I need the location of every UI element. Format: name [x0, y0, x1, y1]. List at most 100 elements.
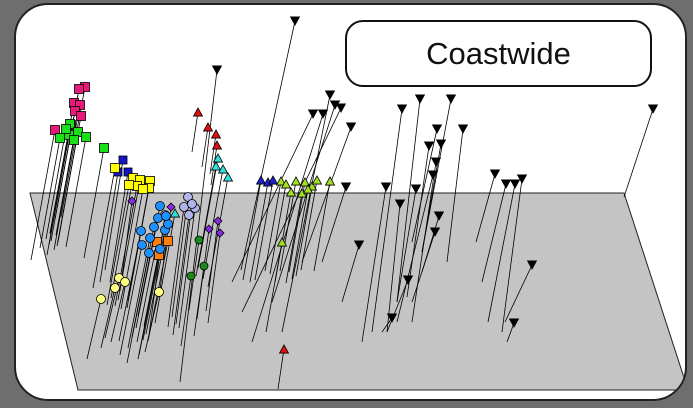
marker-stem [285, 192, 303, 284]
square-marker [81, 132, 91, 142]
marker-stem [143, 215, 167, 327]
marker-stem [48, 134, 70, 246]
marker-stem [119, 244, 143, 356]
marker-stem [313, 180, 331, 272]
marker-stem [241, 107, 342, 313]
marker-stem [411, 231, 436, 303]
title-box: Coastwide [345, 20, 652, 87]
marker-stem [175, 203, 193, 325]
circle-marker [136, 226, 146, 236]
marker-stem [30, 129, 56, 261]
marker-stem [39, 137, 61, 249]
projection-plane [29, 192, 685, 391]
marker-stem [321, 186, 347, 263]
marker-stem [191, 111, 199, 153]
marker-stem [396, 98, 421, 303]
down-triangle-marker [307, 109, 319, 119]
marker-stem [231, 113, 314, 283]
up-triangle-marker [212, 153, 224, 163]
marker-stem [53, 139, 75, 251]
marker-stem [481, 183, 507, 283]
square-marker [118, 155, 128, 165]
marker-stem [126, 252, 150, 364]
circle-marker [110, 283, 120, 293]
marker-stem [396, 174, 434, 323]
marker-stem [197, 157, 219, 269]
diamond-marker [213, 216, 223, 226]
up-triangle-marker [169, 208, 181, 218]
marker-stem [57, 131, 79, 243]
down-triangle-marker [435, 139, 447, 149]
square-marker [99, 143, 109, 153]
marker-stem [300, 179, 318, 271]
circle-marker [145, 233, 155, 243]
down-triangle-marker [414, 94, 426, 104]
square-marker [55, 133, 65, 143]
square-marker [61, 124, 71, 134]
marker-stem [180, 275, 192, 347]
down-triangle-marker [457, 124, 469, 134]
up-triangle-marker [324, 176, 336, 186]
marker-stem [269, 183, 287, 275]
down-triangle-marker [526, 260, 538, 270]
diamond-marker [215, 228, 225, 238]
up-triangle-marker [210, 161, 222, 171]
square-marker [74, 84, 84, 94]
up-triangle-marker [202, 122, 214, 132]
marker-stem [295, 185, 313, 277]
marker-stem [264, 180, 282, 272]
down-triangle-marker [396, 104, 408, 114]
circle-marker [194, 235, 204, 245]
up-triangle-marker [267, 175, 279, 185]
down-triangle-marker [427, 170, 439, 180]
marker-stem [120, 188, 144, 310]
up-triangle-marker [302, 184, 314, 194]
site-markers [50, 16, 659, 354]
marker-stem [386, 203, 401, 333]
marker-stem [242, 179, 262, 281]
up-triangle-marker [299, 177, 311, 187]
circle-marker [186, 271, 196, 281]
diamond-marker [166, 202, 176, 212]
down-triangle-marker [516, 174, 528, 184]
plot-panel: Coastwide [14, 3, 687, 401]
up-triangle-marker [255, 175, 267, 185]
down-triangle-marker [317, 109, 329, 119]
marker-stems [30, 20, 654, 390]
down-triangle-marker [386, 313, 398, 323]
marker-stem [475, 173, 496, 243]
circle-marker [199, 261, 209, 271]
marker-stem [277, 348, 285, 390]
marker-stem [411, 128, 438, 243]
down-triangle-marker [489, 169, 501, 179]
marker-stem [406, 145, 430, 298]
marker-stem [178, 207, 196, 329]
marker-stem [207, 232, 221, 324]
square-marker [76, 111, 86, 121]
circle-marker [161, 211, 171, 221]
square-marker [50, 125, 60, 135]
circle-marker [154, 287, 164, 297]
square-marker [69, 135, 79, 145]
down-triangle-marker [211, 65, 223, 75]
down-triangle-marker [324, 90, 336, 100]
marker-stem [110, 281, 126, 343]
marker-stem [45, 128, 67, 240]
down-triangle-marker [433, 211, 445, 221]
marker-stem [201, 126, 209, 168]
down-triangle-marker [500, 179, 512, 189]
square-marker [75, 100, 85, 110]
marker-stem [83, 147, 105, 259]
square-marker [123, 167, 133, 177]
circle-marker [153, 213, 163, 223]
up-triangle-marker [290, 176, 302, 186]
down-triangle-marker [431, 124, 443, 134]
up-triangle-marker [276, 237, 288, 247]
square-marker [124, 180, 134, 190]
marker-stem [396, 188, 417, 303]
down-triangle-marker [429, 227, 441, 237]
plot-canvas [29, 16, 685, 391]
marker-stem [109, 171, 129, 283]
up-triangle-marker [285, 187, 297, 197]
marker-stem [144, 291, 160, 353]
